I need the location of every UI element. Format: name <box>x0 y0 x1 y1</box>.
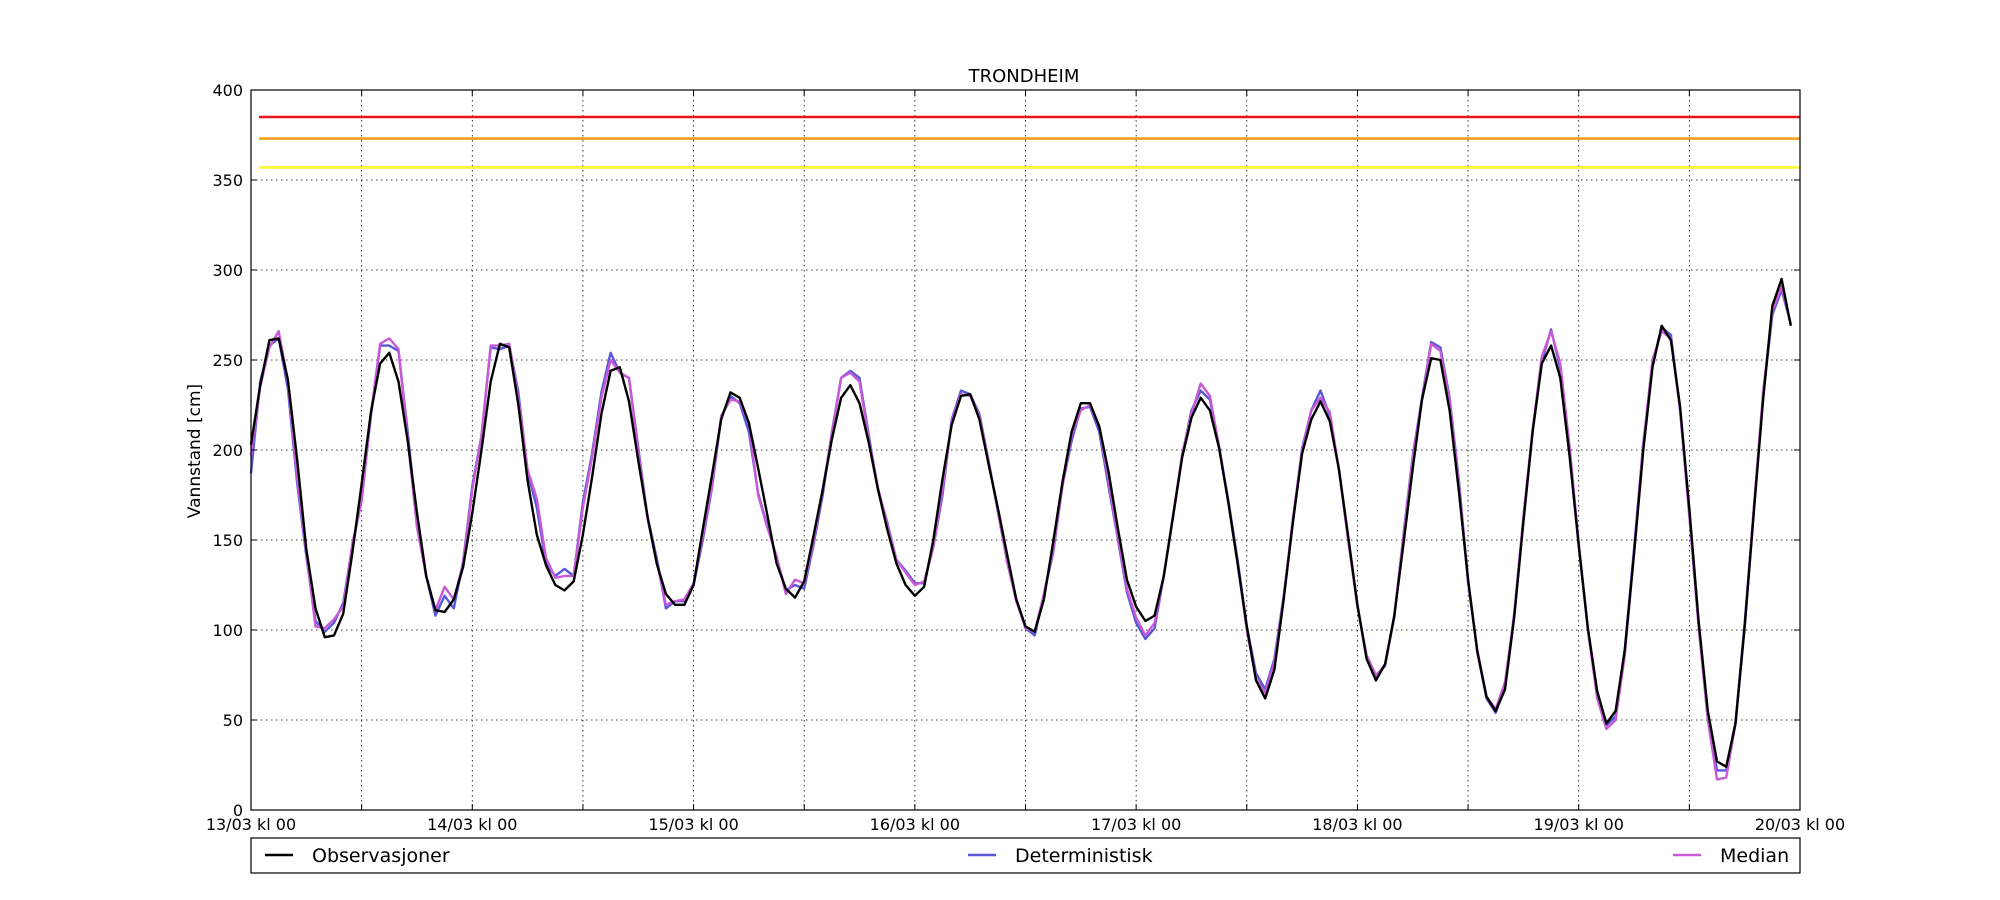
x-axis: 13/03 kl 00 14/03 kl 00 15/03 kl 00 16/03 k… <box>206 90 1845 834</box>
x-tick-label: 17/03 kl 00 <box>1091 815 1181 834</box>
y-axis-label: Vannstand [cm] <box>185 384 205 518</box>
x-tick-label: 20/03 kl 00 <box>1755 815 1845 834</box>
y-tick-label: 200 <box>212 441 243 460</box>
x-tick-label: 14/03 kl 00 <box>427 815 517 834</box>
x-tick-label: 16/03 kl 00 <box>870 815 960 834</box>
legend-label-median: Median <box>1720 845 1789 867</box>
y-axis: 0 50 100 150 200 250 300 350 400 <box>212 81 1800 820</box>
x-tick-label: 19/03 kl 00 <box>1534 815 1624 834</box>
x-tick-label: 13/03 kl 00 <box>206 815 296 834</box>
y-tick-label: 50 <box>223 711 243 730</box>
y-tick-label: 150 <box>212 531 243 550</box>
legend: Observasjoner Deterministisk Median <box>250 837 1801 874</box>
x-tick-label: 18/03 kl 00 <box>1312 815 1402 834</box>
y-tick-label: 100 <box>212 621 243 640</box>
y-tick-label: 250 <box>212 351 243 370</box>
y-tick-label: 400 <box>212 81 243 100</box>
threshold-lines <box>259 115 1800 169</box>
series-line-observasjoner <box>249 277 1792 768</box>
grid-lines <box>251 90 1800 810</box>
x-tick-label: 15/03 kl 00 <box>648 815 738 834</box>
chart-title: TRONDHEIM <box>968 66 1080 87</box>
y-tick-label: 350 <box>212 171 243 190</box>
legend-label-deterministisk: Deterministisk <box>1015 845 1153 867</box>
y-tick-label: 0 <box>233 801 243 820</box>
legend-box <box>250 837 1801 874</box>
series-lines <box>249 277 1792 781</box>
legend-label-observasjoner: Observasjoner <box>312 845 450 867</box>
y-tick-label: 300 <box>212 261 243 280</box>
